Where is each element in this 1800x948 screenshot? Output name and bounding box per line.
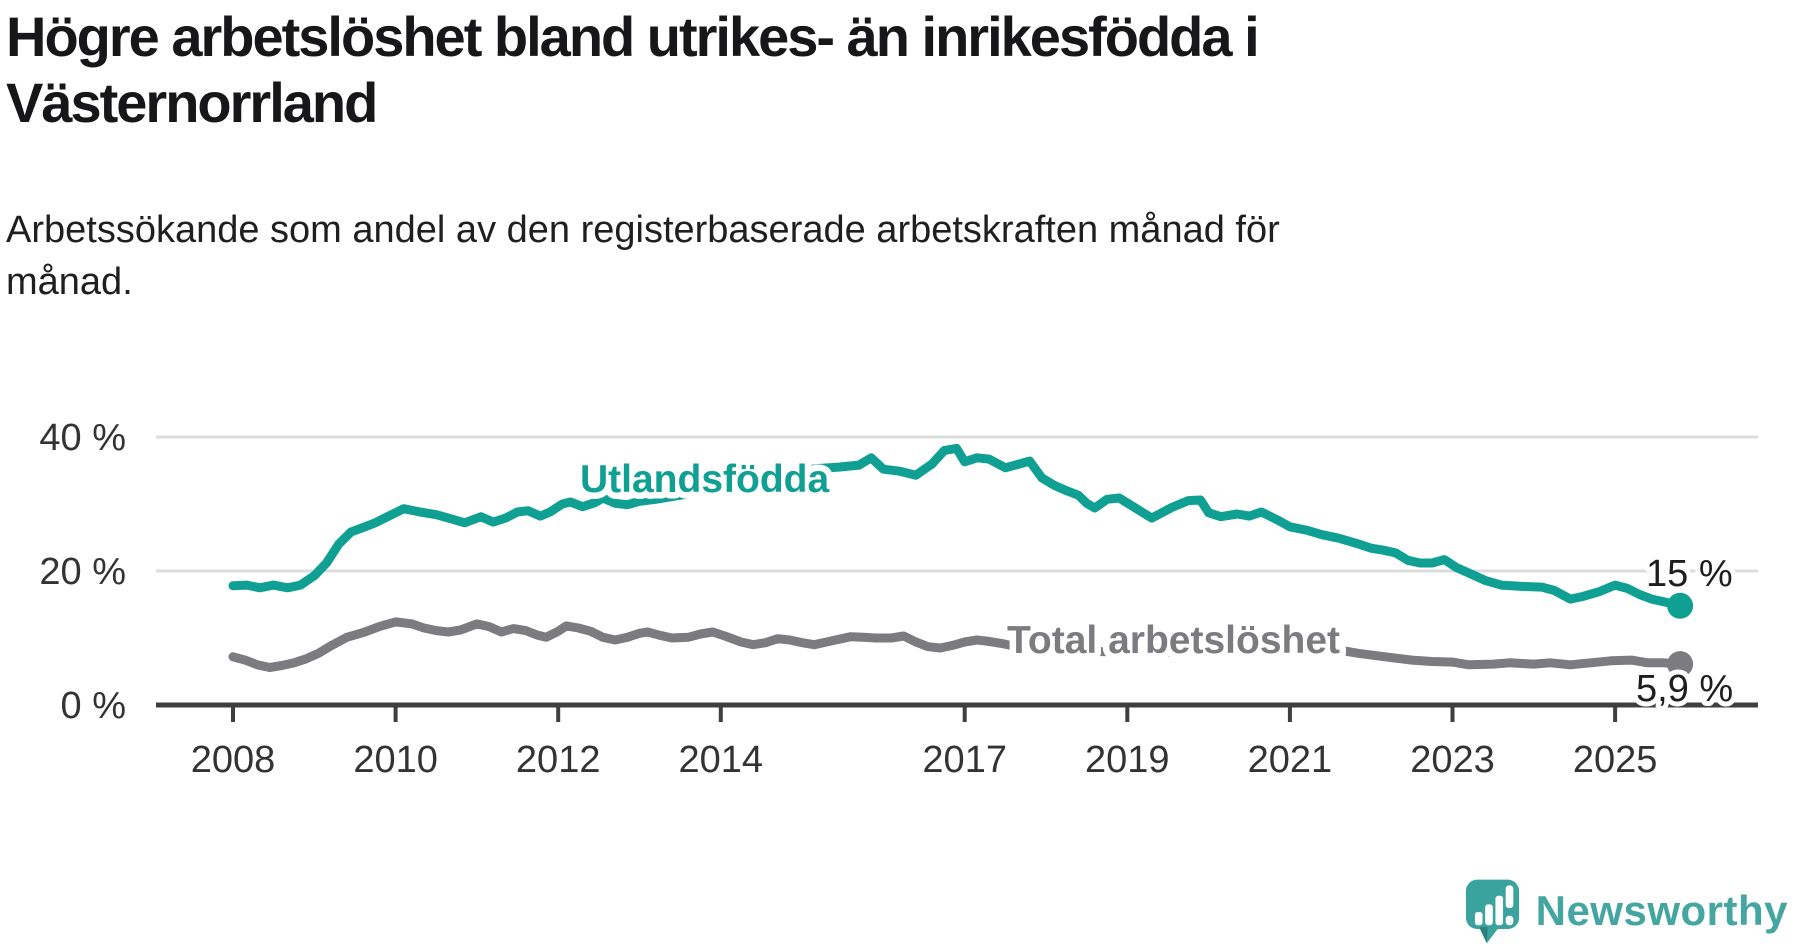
- logo-bar-medium: [1484, 904, 1493, 926]
- x-tick-label: 2010: [353, 739, 438, 781]
- y-tick-label-40: 40 %: [39, 417, 126, 459]
- x-tick-label: 2021: [1248, 739, 1333, 781]
- x-tick-label: 2023: [1410, 739, 1495, 781]
- utlandsfodda-value-label: 15 %: [1646, 553, 1733, 595]
- page-title-line-1: Högre arbetslöshet bland utrikes- än inr…: [6, 5, 1260, 68]
- newsworthy-logo: Newsworthy: [1464, 876, 1788, 946]
- x-tick-label: 2008: [191, 739, 276, 781]
- logo-bar-short: [1474, 911, 1483, 926]
- newsworthy-logo-icon: [1465, 879, 1519, 944]
- utlandsfodda-line: [228, 443, 1685, 611]
- total-series-label: Total arbetslöshet: [1007, 619, 1340, 662]
- x-axis-labels: 2008 2010 2012 2014 2017 2019 2021 2023 …: [191, 739, 1658, 781]
- gridlines: [156, 435, 1758, 573]
- page-title: Högre arbetslöshet bland utrikes- än inr…: [6, 4, 1766, 136]
- logo-bar-tall: [1495, 895, 1503, 926]
- x-tick-label: 2017: [922, 739, 1007, 781]
- y-tick-label-0: 0 %: [61, 685, 126, 727]
- logo-exclamation-dot: [1505, 915, 1513, 926]
- x-tick-label: 2012: [516, 739, 601, 781]
- x-tick-label: 2019: [1085, 739, 1170, 781]
- chart-header: Högre arbetslöshet bland utrikes- än inr…: [6, 4, 1766, 136]
- logo-bar-chart-icon: [1474, 885, 1513, 926]
- total-endpoint-dot: [1667, 651, 1694, 678]
- total-value-label: 5,9 %: [1636, 668, 1733, 710]
- page-subtitle-line-1: Arbetssökande som andel av den registerb…: [6, 209, 1280, 251]
- total-arbetsloshet-line: [228, 617, 1685, 672]
- utlandsfodda-endpoint-dot: [1667, 592, 1694, 619]
- x-tick-label: 2014: [679, 739, 764, 781]
- utlandsfodda-series-label: Utlandsfödda: [580, 458, 829, 501]
- y-axis-labels: 0 % 20 % 40 %: [39, 417, 126, 727]
- newsworthy-logo-text: Newsworthy: [1535, 887, 1788, 934]
- x-tick-label: 2025: [1573, 739, 1658, 781]
- logo-exclamation-stem: [1505, 885, 1513, 909]
- x-axis-ticks: [231, 705, 1618, 722]
- page-subtitle-line-2: månad.: [6, 261, 133, 303]
- page-subtitle: Arbetssökande som andel av den registerb…: [6, 204, 1766, 308]
- page-title-line-2: Västernorrland: [6, 71, 378, 134]
- y-tick-label-20: 20 %: [39, 551, 126, 593]
- speech-bubble-tail-shade: [1478, 927, 1488, 944]
